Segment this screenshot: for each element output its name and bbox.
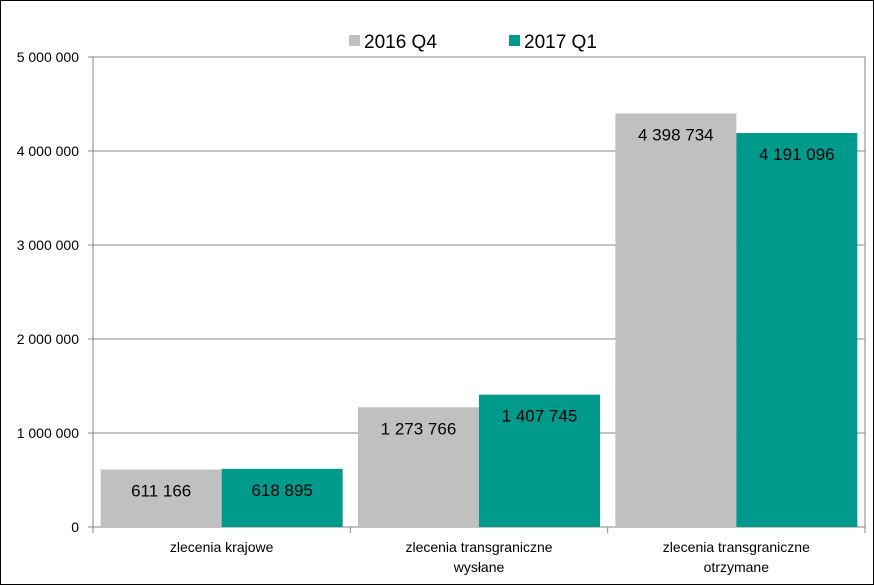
data-label: 1 407 745 (502, 407, 578, 426)
bar-series-1 (100, 469, 222, 527)
x-tick-label: wysłane (453, 559, 505, 575)
x-tick-label: zlecenia transgraniczne (405, 539, 552, 555)
bar-series-1 (358, 407, 479, 527)
legend-swatch (509, 35, 520, 46)
legend-swatch (349, 35, 360, 46)
y-tick-label: 0 (71, 519, 79, 535)
data-label: 611 166 (131, 482, 191, 501)
x-tick-label: zlecenia krajowe (170, 539, 274, 555)
bar-series-2 (736, 133, 858, 527)
data-label: 4 398 734 (638, 126, 714, 145)
y-tick-label: 2 000 000 (17, 331, 79, 347)
bar-series-1 (615, 113, 737, 527)
data-label: 4 191 096 (759, 145, 835, 164)
y-tick-label: 5 000 000 (17, 49, 79, 65)
data-label: 618 895 (251, 481, 312, 500)
legend-label: 2016 Q4 (364, 32, 437, 53)
x-tick-label: zlecenia transgraniczne (663, 539, 810, 555)
bar-series-2 (221, 468, 343, 527)
y-tick-label: 3 000 000 (17, 237, 79, 253)
bar-series-2 (479, 394, 600, 527)
y-tick-label: 1 000 000 (17, 425, 79, 441)
data-label: 1 273 766 (381, 419, 457, 438)
legend-label: 2017 Q1 (524, 32, 597, 53)
x-tick-label: otrzymane (704, 559, 770, 575)
y-tick-label: 4 000 000 (17, 143, 79, 159)
